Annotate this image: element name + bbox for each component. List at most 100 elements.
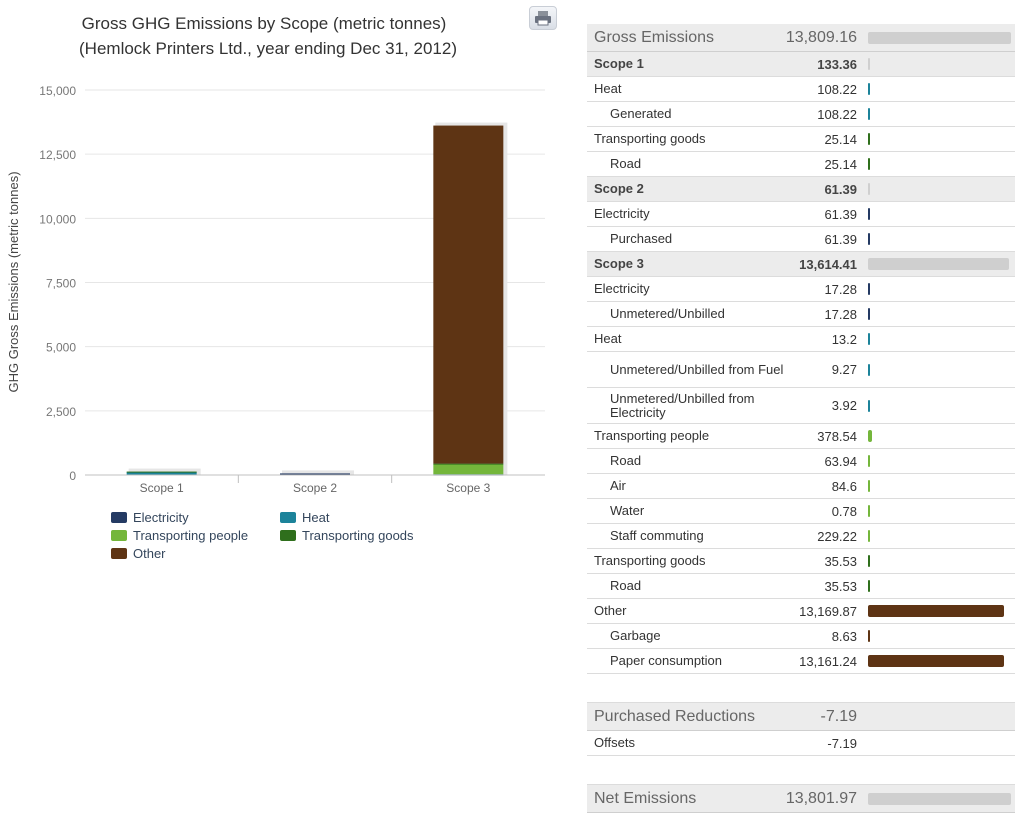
legend-label: Transporting people — [133, 528, 249, 543]
bar-segment[interactable] — [126, 471, 197, 473]
row-label: Scope 2 — [594, 181, 644, 196]
table-row: Electricity 17.28 — [587, 277, 1015, 302]
row-value: 8.63 — [831, 628, 857, 644]
y-tick-label: 10,000 — [39, 212, 76, 226]
table-row: Heat 13.2 — [587, 327, 1015, 352]
table-row: Road 25.14 — [587, 152, 1015, 177]
row-value: 35.53 — [824, 553, 857, 569]
table-scope-row: Scope 1 133.36 — [587, 52, 1015, 77]
row-label: Scope 3 — [594, 256, 644, 271]
row-value: 35.53 — [824, 578, 857, 594]
bar-segment[interactable] — [433, 463, 504, 465]
legend-label: Electricity — [133, 510, 189, 525]
row-label: Staff commuting — [610, 528, 704, 543]
value-bar — [868, 258, 1009, 270]
row-value: 25.14 — [824, 156, 857, 172]
row-label: Heat — [594, 331, 622, 346]
legend-swatch — [111, 548, 127, 559]
row-value: 17.28 — [824, 281, 857, 297]
table-row: Heat 108.22 — [587, 77, 1015, 102]
table-row: Water 0.78 — [587, 499, 1015, 524]
row-label: Air — [610, 478, 626, 493]
row-label: Purchased — [610, 231, 673, 246]
bar-segment[interactable] — [126, 472, 197, 475]
legend-swatch — [111, 530, 127, 541]
row-value: 3.92 — [831, 398, 857, 413]
row-label: Water — [610, 503, 645, 518]
chart-subtitle: (Hemlock Printers Ltd., year ending Dec … — [79, 39, 457, 58]
y-axis-label: GHG Gross Emissions (metric tonnes) — [6, 171, 21, 392]
row-label: Transporting people — [594, 428, 710, 443]
row-label: Generated — [610, 106, 672, 121]
table-scope-row: Scope 3 13,614.41 — [587, 252, 1015, 277]
table-row: Road 63.94 — [587, 449, 1015, 474]
row-value: 0.78 — [831, 503, 857, 519]
row-value: 229.22 — [817, 528, 857, 544]
value-bar — [868, 31, 1011, 44]
row-label: Heat — [594, 81, 622, 96]
table-spacer — [587, 756, 1015, 785]
row-value: -7.19 — [827, 735, 857, 751]
emissions-table: Gross Emissions 13,809.16 Scope 1 133.36 Hea… — [587, 24, 1015, 813]
bar-segment[interactable] — [433, 125, 504, 464]
legend-label: Heat — [302, 510, 330, 525]
row-label: Purchased Reductions — [594, 707, 755, 725]
table-summary-row: Purchased Reductions -7.19 — [587, 703, 1015, 731]
row-value: 108.22 — [817, 106, 857, 122]
row-label: Unmetered/Unbilled from Electricity — [610, 390, 755, 420]
legend-item[interactable]: Heat — [280, 510, 329, 526]
row-label: Road — [610, 453, 642, 468]
table-row: Offsets -7.19 — [587, 731, 1015, 756]
table-row: Air 84.6 — [587, 474, 1015, 499]
chart-title: Gross GHG Emissions by Scope (metric ton… — [82, 14, 447, 33]
value-bar — [868, 333, 870, 345]
row-label: Offsets — [594, 735, 635, 750]
row-value: 13,801.97 — [785, 789, 857, 807]
table-scope-row: Scope 2 61.39 — [587, 177, 1015, 202]
row-label: Electricity — [594, 206, 650, 221]
row-value: 61.39 — [824, 231, 857, 247]
row-value: 133.36 — [817, 56, 857, 72]
y-tick-label: 0 — [69, 469, 76, 483]
bar-segment[interactable] — [433, 464, 504, 475]
x-tick-label: Scope 1 — [140, 481, 184, 495]
y-tick-label: 15,000 — [39, 84, 76, 98]
legend-swatch — [280, 512, 296, 523]
bar-segment[interactable] — [280, 473, 350, 475]
print-button[interactable] — [529, 6, 557, 30]
legend-item[interactable]: Electricity — [111, 510, 189, 526]
row-value: 61.39 — [824, 181, 857, 197]
row-label: Garbage — [610, 628, 661, 643]
legend-item[interactable]: Other — [111, 546, 166, 562]
legend-swatch — [280, 530, 296, 541]
y-tick-label: 5,000 — [46, 341, 76, 355]
table-row: Paper consumption 13,161.24 — [587, 649, 1015, 674]
value-bar — [868, 399, 870, 412]
value-bar — [868, 480, 870, 492]
row-label: Road — [610, 156, 642, 171]
value-bar — [868, 505, 870, 517]
legend-label: Transporting goods — [302, 528, 414, 543]
value-bar — [868, 792, 1011, 805]
row-label: Gross Emissions — [594, 28, 715, 46]
table-summary-row: Gross Emissions 13,809.16 — [587, 24, 1015, 52]
value-bar — [868, 363, 870, 376]
row-value: 13,809.16 — [785, 28, 857, 46]
y-tick-label: 2,500 — [46, 405, 76, 419]
row-value: 13,169.87 — [799, 603, 857, 619]
legend-item[interactable]: Transporting goods — [280, 528, 414, 544]
value-bar — [868, 158, 870, 170]
value-bar — [868, 283, 870, 295]
table-row: Transporting goods 35.53 — [587, 549, 1015, 574]
table-spacer — [587, 674, 1015, 703]
table-row: Generated 108.22 — [587, 102, 1015, 127]
table-row: Staff commuting 229.22 — [587, 524, 1015, 549]
value-bar — [868, 58, 870, 70]
row-value: 25.14 — [824, 131, 857, 147]
row-value: 13.2 — [831, 331, 857, 347]
value-bar — [868, 233, 870, 245]
legend-item[interactable]: Transporting people — [111, 528, 248, 544]
value-bar — [868, 133, 870, 145]
table-row: Other 13,169.87 — [587, 599, 1015, 624]
table-row: Purchased 61.39 — [587, 227, 1015, 252]
